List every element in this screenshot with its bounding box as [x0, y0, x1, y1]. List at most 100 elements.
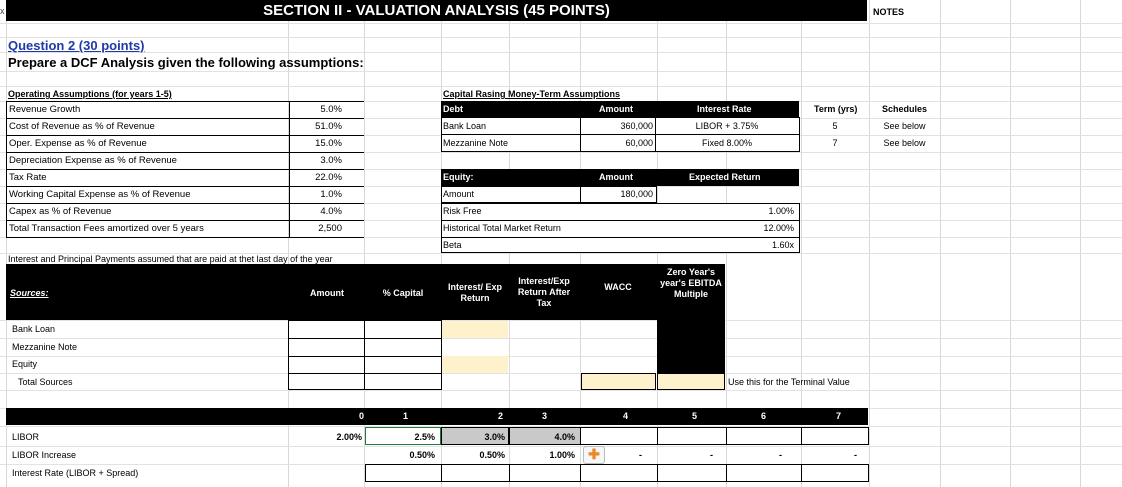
capital-row-amount[interactable]: 60,000 — [625, 138, 653, 148]
libor-year-5[interactable] — [657, 427, 727, 445]
operating-row[interactable]: Cost of Revenue as % of Revenue 51.0% — [7, 119, 364, 136]
interest-rate-year-6[interactable] — [726, 464, 802, 482]
sources-row-label: Equity — [12, 359, 38, 369]
capital-title: Capital Rasing Money-Term Assumptions — [443, 89, 621, 99]
sources-row-label: Mezzanine Note — [12, 342, 78, 352]
sources-header-return: Interest/ Exp Return — [447, 282, 503, 303]
notes-label: NOTES — [873, 7, 905, 17]
operating-row[interactable]: Capex as % of Revenue 4.0% — [7, 204, 364, 221]
year-6: 6 — [760, 411, 766, 421]
capital-row-rate[interactable]: Fixed 8.00% — [701, 138, 753, 148]
sources-header-bar — [6, 264, 725, 320]
capital-header-schedules: Schedules — [882, 104, 928, 114]
terminal-value-note: Use this for the Terminal Value — [728, 377, 850, 387]
bank-loan-return-cell[interactable] — [442, 321, 508, 338]
sources-header-capital: % Capital — [382, 288, 424, 298]
operating-row[interactable]: Oper. Expense as % of Revenue 15.0% — [7, 136, 364, 153]
capital-header-amount: Amount — [599, 104, 633, 114]
sources-title: Sources: — [10, 288, 49, 298]
libor-year-7[interactable] — [801, 427, 869, 445]
question-title[interactable]: Question 2 (30 points) — [8, 38, 145, 53]
sources-amount-total[interactable] — [288, 373, 365, 390]
multiple-black-block — [657, 320, 725, 373]
operating-row[interactable]: Tax Rate 22.0% — [7, 170, 364, 187]
equity-return-box — [441, 203, 800, 253]
operating-row[interactable]: Depreciation Expense as % of Revenue 3.0% — [7, 153, 364, 170]
schedule-row-label: LIBOR Increase — [12, 450, 77, 460]
sources-row-label: Bank Loan — [12, 324, 56, 334]
capital-row-schedules[interactable]: See below — [883, 121, 926, 131]
equity-row-label[interactable]: Risk Free — [443, 206, 482, 216]
sources-amount-cells[interactable] — [288, 320, 365, 374]
corner-mark: x — [0, 6, 5, 16]
equity-header-bar — [441, 169, 799, 186]
interest-rate-year-1[interactable] — [365, 464, 442, 482]
year-3: 3 — [541, 411, 547, 421]
libor-increase-year-7[interactable]: - — [854, 450, 857, 460]
equity-header-return: Expected Return — [689, 172, 761, 182]
libor-year-4[interactable] — [580, 427, 658, 445]
libor-increase-year-3[interactable]: 1.00% — [549, 450, 575, 460]
operating-row[interactable]: Revenue Growth 5.0% — [7, 102, 364, 119]
operating-table: Revenue Growth 5.0% Cost of Revenue as % … — [6, 101, 364, 238]
equity-header-label: Equity: — [443, 172, 474, 182]
equity-amount-box — [441, 186, 657, 203]
libor-increase-year-6[interactable]: - — [779, 450, 782, 460]
libor-year-3[interactable]: 4.0% — [554, 432, 575, 442]
capital-row-term[interactable]: 7 — [832, 138, 838, 148]
year-4: 4 — [622, 411, 628, 421]
capital-row-debt[interactable]: Bank Loan — [443, 121, 487, 131]
payments-note: Interest and Principal Payments assumed … — [8, 254, 333, 264]
operating-row[interactable]: Working Capital Expense as % of Revenue 1… — [7, 187, 364, 204]
equity-header-amount: Amount — [599, 172, 633, 182]
capital-header-debt: Debt — [443, 104, 463, 114]
equity-row-label[interactable]: Amount — [443, 189, 475, 199]
interest-rate-year-2[interactable] — [441, 464, 510, 482]
autofill-options-icon[interactable]: ✚ — [583, 446, 605, 464]
libor-increase-year-4[interactable]: - — [639, 450, 642, 460]
sources-capital-cells[interactable] — [364, 320, 442, 374]
equity-row-label[interactable]: Historical Total Market Return — [443, 223, 561, 233]
schedule-row-label: LIBOR — [12, 432, 40, 442]
capital-row-term[interactable]: 5 — [832, 121, 838, 131]
interest-rate-year-3[interactable] — [509, 464, 581, 482]
sources-header-multiple: Zero Year's year's EBITDA Multiple — [660, 267, 722, 299]
multiple-cell[interactable] — [657, 373, 725, 390]
libor-year-1-selected[interactable] — [365, 427, 441, 445]
interest-rate-year-4[interactable] — [580, 464, 658, 482]
libor-increase-year-5[interactable]: - — [710, 450, 713, 460]
sources-total-label: Total Sources — [18, 377, 73, 387]
libor-increase-year-1[interactable]: 0.50% — [409, 450, 435, 460]
interest-rate-year-5[interactable] — [657, 464, 727, 482]
operating-title: Operating Assumptions (for years 1-5) — [8, 89, 172, 99]
libor-year-2[interactable]: 3.0% — [484, 432, 505, 442]
equity-row-value[interactable]: 12.00% — [763, 223, 794, 233]
libor-year-1[interactable]: 2.5% — [414, 432, 435, 442]
equity-row-label[interactable]: Beta — [443, 240, 462, 250]
capital-row-schedules[interactable]: See below — [883, 138, 926, 148]
equity-row-value[interactable]: 1.00% — [768, 206, 794, 216]
equity-return-cell[interactable] — [442, 356, 508, 373]
year-0: 0 — [358, 411, 364, 421]
capital-header-rate: Interest Rate — [697, 104, 752, 114]
section-title: SECTION II - VALUATION ANALYSIS (45 POIN… — [6, 0, 867, 21]
year-2: 2 — [497, 411, 503, 421]
year-1: 1 — [402, 411, 408, 421]
capital-header-term: Term (yrs) — [814, 104, 858, 114]
capital-row-rate[interactable]: LIBOR + 3.75% — [695, 121, 759, 131]
libor-year-0[interactable]: 2.00% — [336, 432, 362, 442]
capital-row-amount[interactable]: 360,000 — [620, 121, 653, 131]
capital-row-debt[interactable]: Mezzanine Note — [443, 138, 509, 148]
wacc-cell[interactable] — [581, 373, 656, 390]
year-7: 7 — [835, 411, 841, 421]
equity-row-value[interactable]: 180,000 — [620, 189, 653, 199]
interest-rate-year-7[interactable] — [801, 464, 869, 482]
libor-increase-year-2[interactable]: 0.50% — [479, 450, 505, 460]
libor-year-6[interactable] — [726, 427, 802, 445]
sources-capital-total[interactable] — [364, 373, 442, 390]
equity-row-value[interactable]: 1.60x — [771, 240, 794, 250]
schedule-row-label: Interest Rate (LIBOR + Spread) — [12, 468, 139, 478]
operating-row[interactable]: Total Transaction Fees amortized over 5 … — [7, 221, 364, 237]
capital-header-bar — [441, 101, 799, 117]
question-subtitle: Prepare a DCF Analysis given the followi… — [8, 55, 364, 70]
